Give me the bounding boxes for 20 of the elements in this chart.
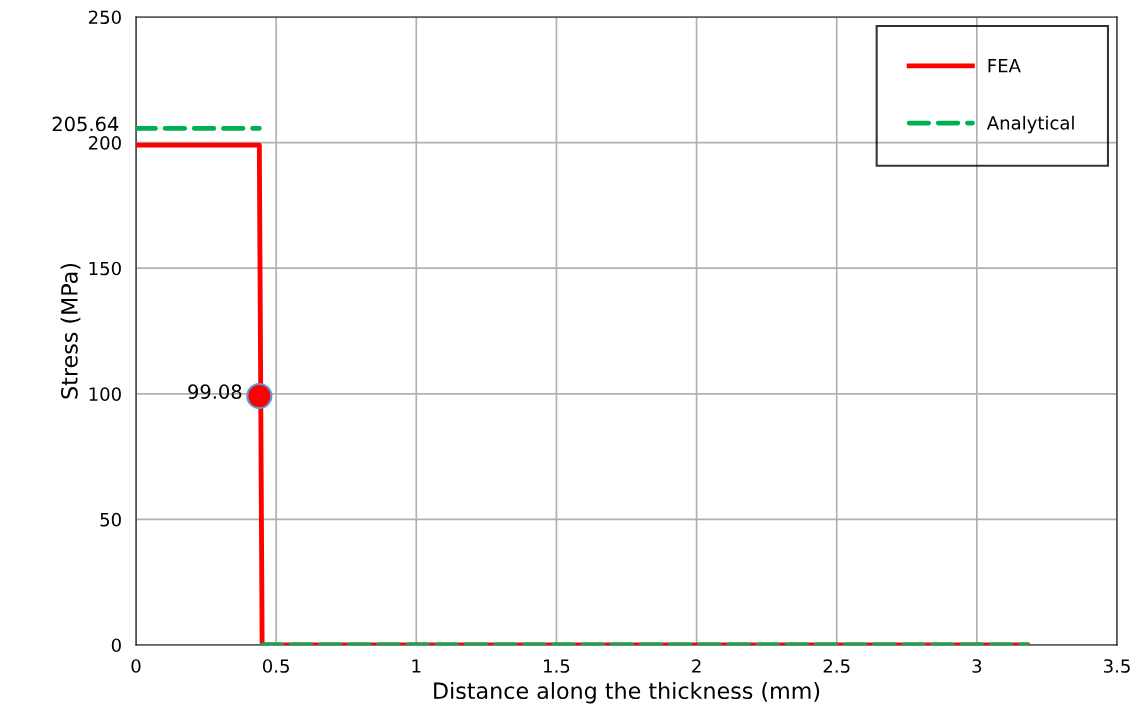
x-tick-label: 2: [692, 659, 701, 673]
y-tick-label: 50: [100, 512, 121, 527]
x-tick-label: 0.5: [262, 659, 289, 673]
x-tick-label: 1: [412, 659, 421, 673]
x-tick-label: 2.5: [823, 659, 850, 673]
y-tick-label: 150: [89, 261, 121, 276]
x-tick-label: 3.5: [1104, 659, 1130, 673]
y-tick-label: 100: [89, 387, 121, 401]
y-tick-label: 200: [88, 136, 121, 150]
data-label: 99.08: [188, 384, 242, 399]
y-tick-label: 0: [111, 638, 121, 653]
x-tick-label: 0: [131, 659, 141, 673]
legend-label: FEA: [988, 59, 1021, 73]
y-tick-label: 250: [88, 10, 121, 25]
legend-label: Analytical: [986, 115, 1074, 134]
data-label: 205.64: [52, 116, 119, 132]
x-tick-label: 3: [972, 659, 982, 673]
x-axis-title: Distance along the thickness (mm): [434, 681, 820, 704]
y-axis-title: Stress (MPa): [60, 263, 81, 399]
x-tick-label: 1.5: [544, 659, 570, 673]
